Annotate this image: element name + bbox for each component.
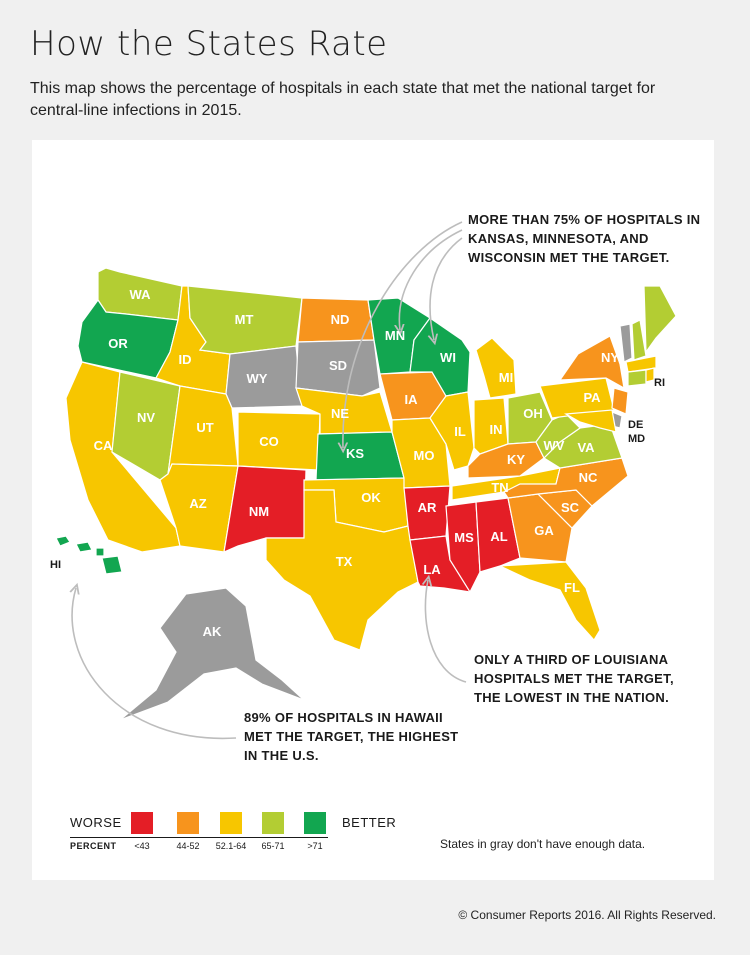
state-ct bbox=[627, 369, 647, 387]
state-label-in: IN bbox=[490, 422, 503, 437]
legend-swatch-52-64 bbox=[220, 812, 242, 834]
state-nj bbox=[611, 387, 629, 415]
state-label-mo: MO bbox=[414, 448, 435, 463]
state-label-mi: MI bbox=[499, 370, 513, 385]
state-md bbox=[564, 409, 617, 433]
state-label-wa: WA bbox=[130, 287, 152, 302]
page-title: How the States Rate bbox=[30, 24, 388, 64]
copyright: © Consumer Reports 2016. All Rights Rese… bbox=[458, 908, 716, 922]
state-label-sc: SC bbox=[561, 500, 580, 515]
state-ms bbox=[445, 501, 481, 594]
state-label-or: OR bbox=[108, 336, 128, 351]
state-label-pa: PA bbox=[583, 390, 601, 405]
legend-range-65-71: 65-71 bbox=[261, 841, 285, 851]
state-label-la: LA bbox=[423, 562, 441, 577]
state-label-ca: CA bbox=[94, 438, 113, 453]
state-ma bbox=[625, 355, 657, 373]
state-ak bbox=[119, 587, 305, 721]
state-pa bbox=[539, 377, 615, 419]
state-label-nc: NC bbox=[579, 470, 598, 485]
state-label-al: AL bbox=[490, 529, 507, 544]
arrow-to-louisiana bbox=[425, 580, 467, 683]
state-label-ms: MS bbox=[454, 530, 474, 545]
state-label-ar: AR bbox=[418, 500, 437, 515]
state-label-nm: NM bbox=[249, 504, 269, 519]
page-subtitle: This map shows the percentage of hospita… bbox=[30, 80, 656, 119]
state-co bbox=[237, 411, 321, 471]
legend-range-44-52: 44-52 bbox=[176, 841, 200, 851]
arrow-to-minnesota bbox=[399, 229, 463, 330]
state-fl bbox=[499, 561, 601, 642]
state-label-hi: HI bbox=[50, 559, 61, 571]
state-wy bbox=[225, 345, 303, 409]
state-hi bbox=[55, 535, 123, 575]
state-label-id: ID bbox=[179, 352, 192, 367]
legend-worse: WORSE bbox=[70, 815, 122, 830]
state-vt bbox=[619, 323, 633, 363]
state-ri bbox=[645, 367, 655, 383]
state-label-tx: TX bbox=[336, 554, 353, 569]
state-label-ga: GA bbox=[534, 523, 554, 538]
state-al bbox=[475, 497, 521, 573]
state-wv bbox=[535, 413, 581, 460]
state-label-sd: SD bbox=[329, 358, 347, 373]
state-label-wv: WV bbox=[544, 438, 565, 453]
state-label-il: IL bbox=[454, 424, 466, 439]
state-label-ut: UT bbox=[196, 420, 213, 435]
state-label-oh: OH bbox=[523, 406, 543, 421]
legend-divider bbox=[70, 837, 328, 838]
state-label-mt: MT bbox=[235, 312, 254, 327]
state-label-de: DE bbox=[628, 419, 643, 431]
map-panel: WA OR CA ID NV MT WY UT AZ CO NM ND SD NE KS OK TX MN IA MO… bbox=[32, 140, 714, 880]
state-label-md: MD bbox=[628, 433, 645, 445]
legend-swatch-65-71 bbox=[262, 812, 284, 834]
state-mi bbox=[475, 337, 517, 399]
hawaii-annotation: 89% OF HOSPITALS IN HAWAII MET THE TARGE… bbox=[244, 710, 459, 763]
state-label-ny: NY bbox=[601, 350, 619, 365]
state-tx bbox=[265, 489, 419, 651]
state-ny bbox=[558, 335, 625, 390]
kansas-annotation: MORE THAN 75% OF HOSPITALS IN KANSAS, MI… bbox=[468, 212, 701, 265]
us-map: WA OR CA ID NV MT WY UT AZ CO NM ND SD NE KS OK TX MN IA MO… bbox=[50, 221, 677, 740]
arrow-to-kansas bbox=[343, 221, 463, 448]
state-label-nd: ND bbox=[331, 312, 350, 327]
state-label-mn: MN bbox=[385, 328, 405, 343]
arrow-to-hawaii bbox=[72, 588, 237, 740]
state-label-ks: KS bbox=[346, 446, 364, 461]
state-label-ok: OK bbox=[361, 490, 381, 505]
state-nc bbox=[503, 457, 629, 507]
state-label-ky: KY bbox=[507, 452, 525, 467]
state-label-va: VA bbox=[577, 440, 595, 455]
state-nh bbox=[631, 319, 647, 361]
state-label-nv: NV bbox=[137, 410, 155, 425]
state-label-az: AZ bbox=[189, 496, 206, 511]
state-me bbox=[643, 285, 677, 354]
state-label-ri: RI bbox=[654, 377, 665, 389]
gray-data-note: States in gray don't have enough data. bbox=[440, 837, 646, 851]
state-label-ia: IA bbox=[405, 392, 419, 407]
louisiana-annotation: ONLY A THIRD OF LOUISIANA HOSPITALS MET … bbox=[474, 652, 674, 705]
legend-swatch-44-52 bbox=[177, 812, 199, 834]
arrow-to-wisconsin bbox=[430, 237, 463, 340]
legend-range-gt71: >71 bbox=[307, 841, 323, 851]
state-label-co: CO bbox=[259, 434, 279, 449]
legend-better: BETTER bbox=[342, 815, 397, 830]
state-label-tn: TN bbox=[491, 480, 508, 495]
legend-range-lt43: <43 bbox=[134, 841, 150, 851]
legend-percent-label: PERCENT bbox=[70, 841, 117, 851]
legend-range-52-64: 52.1-64 bbox=[215, 841, 247, 851]
state-label-ak: AK bbox=[203, 624, 222, 639]
state-label-ne: NE bbox=[331, 406, 349, 421]
legend-swatch-lt43 bbox=[131, 812, 153, 834]
state-label-fl: FL bbox=[564, 580, 580, 595]
state-label-wy: WY bbox=[247, 371, 268, 386]
state-label-wi: WI bbox=[440, 350, 456, 365]
legend-swatch-gt71 bbox=[304, 812, 326, 834]
state-il bbox=[429, 391, 475, 471]
